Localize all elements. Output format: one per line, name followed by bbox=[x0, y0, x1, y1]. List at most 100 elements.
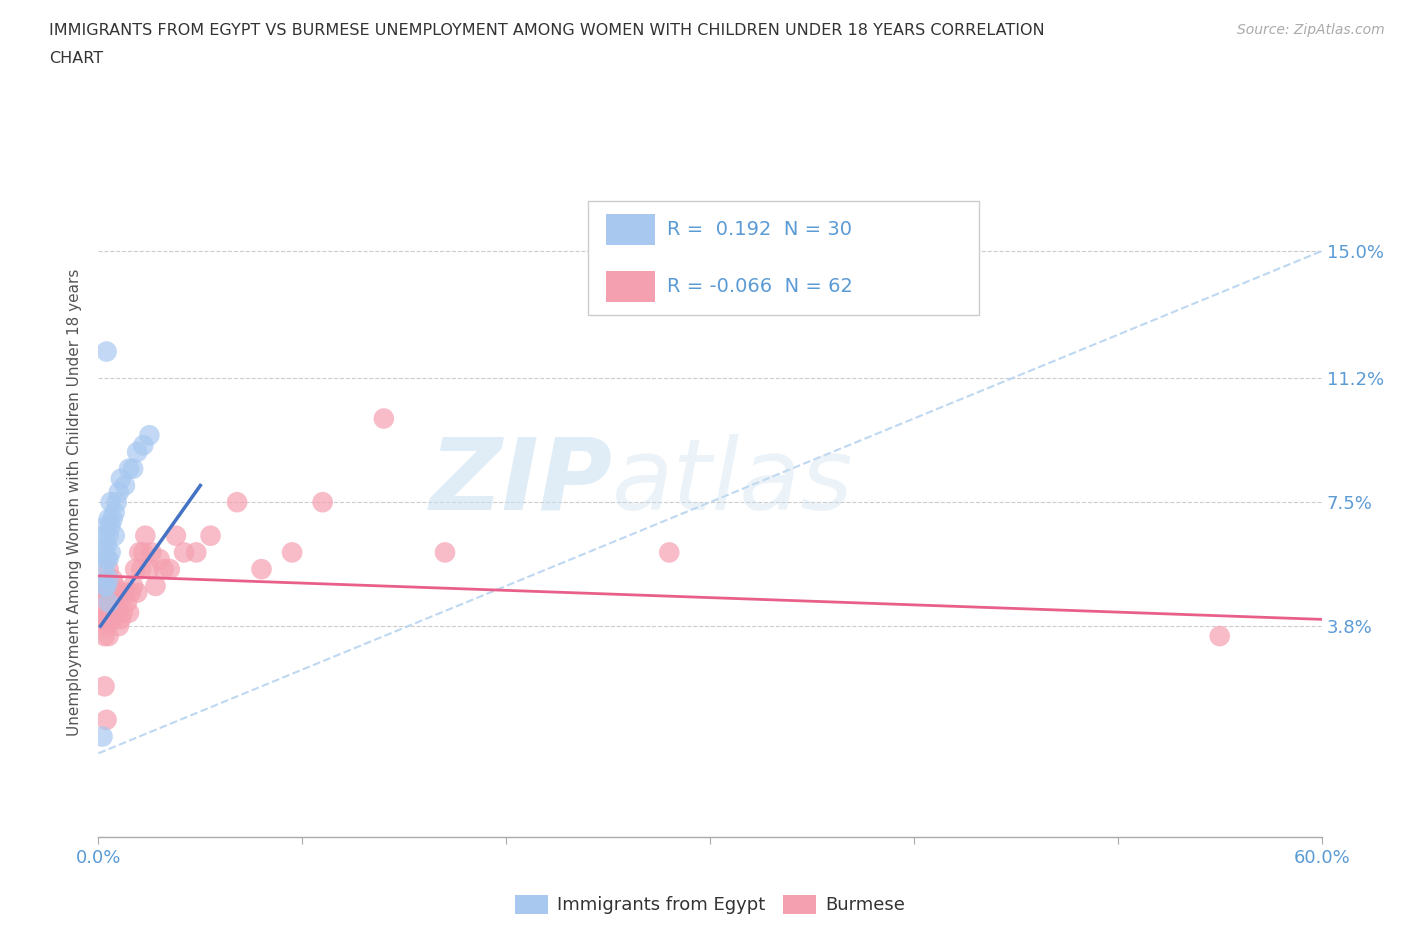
Point bbox=[118, 605, 141, 620]
Point bbox=[97, 572, 120, 587]
Point bbox=[100, 545, 122, 560]
Point bbox=[122, 578, 145, 593]
Point bbox=[97, 512, 120, 526]
Point bbox=[101, 605, 124, 620]
Point bbox=[89, 578, 111, 593]
Point bbox=[100, 518, 122, 533]
Point bbox=[97, 528, 120, 543]
Point bbox=[281, 545, 304, 560]
Point bbox=[96, 585, 118, 600]
Point bbox=[93, 679, 115, 694]
Point bbox=[250, 562, 273, 577]
Point bbox=[658, 545, 681, 560]
Point bbox=[373, 411, 395, 426]
Point bbox=[104, 528, 127, 543]
Point bbox=[132, 545, 155, 560]
Point bbox=[110, 472, 132, 486]
Point bbox=[105, 605, 128, 620]
Point bbox=[173, 545, 195, 560]
Point bbox=[134, 528, 156, 543]
Point bbox=[100, 595, 122, 610]
Point bbox=[105, 585, 128, 600]
Point bbox=[97, 578, 120, 593]
Text: R =  0.192  N = 30: R = 0.192 N = 30 bbox=[668, 219, 852, 239]
Text: CHART: CHART bbox=[49, 51, 103, 66]
Point bbox=[100, 495, 122, 510]
Y-axis label: Unemployment Among Women with Children Under 18 years: Unemployment Among Women with Children U… bbox=[67, 269, 83, 736]
Point bbox=[132, 438, 155, 453]
Point bbox=[101, 585, 124, 600]
Point bbox=[159, 562, 181, 577]
Point bbox=[128, 545, 150, 560]
Point bbox=[93, 595, 115, 610]
Point bbox=[101, 572, 124, 587]
FancyBboxPatch shape bbox=[606, 271, 655, 302]
Point bbox=[97, 629, 120, 644]
Point bbox=[312, 495, 335, 510]
Point bbox=[93, 578, 115, 593]
Point bbox=[93, 545, 115, 560]
Point bbox=[115, 595, 138, 610]
Point bbox=[434, 545, 457, 560]
Point bbox=[96, 518, 118, 533]
Point bbox=[149, 551, 172, 566]
Point bbox=[91, 578, 114, 593]
Point bbox=[108, 618, 131, 633]
Point bbox=[105, 495, 128, 510]
Point bbox=[118, 461, 141, 476]
Point bbox=[93, 528, 115, 543]
Point bbox=[91, 612, 114, 627]
Point bbox=[101, 512, 124, 526]
Point bbox=[122, 461, 145, 476]
FancyBboxPatch shape bbox=[588, 201, 979, 314]
Point bbox=[91, 729, 114, 744]
Point bbox=[141, 545, 163, 560]
Point bbox=[96, 538, 118, 553]
Point bbox=[93, 578, 115, 593]
Point bbox=[96, 618, 118, 633]
Point bbox=[129, 562, 152, 577]
Point bbox=[200, 528, 222, 543]
Point bbox=[96, 578, 118, 593]
Point bbox=[104, 612, 127, 627]
Point bbox=[127, 585, 149, 600]
FancyBboxPatch shape bbox=[606, 214, 655, 245]
Point bbox=[97, 595, 120, 610]
Point bbox=[111, 605, 134, 620]
Point bbox=[100, 612, 122, 627]
Point bbox=[165, 528, 187, 543]
Text: Source: ZipAtlas.com: Source: ZipAtlas.com bbox=[1237, 23, 1385, 37]
Text: IMMIGRANTS FROM EGYPT VS BURMESE UNEMPLOYMENT AMONG WOMEN WITH CHILDREN UNDER 18: IMMIGRANTS FROM EGYPT VS BURMESE UNEMPLO… bbox=[49, 23, 1045, 38]
Point bbox=[93, 612, 115, 627]
Point bbox=[110, 612, 132, 627]
Point bbox=[114, 585, 136, 600]
Point bbox=[138, 562, 160, 577]
Point bbox=[104, 578, 127, 593]
Point bbox=[97, 595, 120, 610]
Point bbox=[152, 562, 174, 577]
Point bbox=[108, 595, 131, 610]
Point bbox=[100, 578, 122, 593]
Point bbox=[120, 585, 142, 600]
Point bbox=[1209, 629, 1232, 644]
Point bbox=[96, 551, 118, 566]
Point bbox=[110, 585, 132, 600]
Text: ZIP: ZIP bbox=[429, 433, 612, 531]
Point bbox=[96, 605, 118, 620]
Point bbox=[108, 485, 131, 499]
Point bbox=[124, 562, 146, 577]
Point bbox=[97, 551, 120, 566]
Point bbox=[93, 562, 115, 577]
Point bbox=[145, 578, 167, 593]
Point bbox=[96, 344, 118, 359]
Point bbox=[97, 562, 120, 577]
Point bbox=[93, 629, 115, 644]
Legend: Immigrants from Egypt, Burmese: Immigrants from Egypt, Burmese bbox=[508, 888, 912, 922]
Point bbox=[97, 612, 120, 627]
Point bbox=[114, 478, 136, 493]
Point bbox=[96, 712, 118, 727]
Text: R = -0.066  N = 62: R = -0.066 N = 62 bbox=[668, 277, 853, 296]
Point bbox=[226, 495, 249, 510]
Point bbox=[127, 445, 149, 459]
Text: atlas: atlas bbox=[612, 433, 853, 531]
